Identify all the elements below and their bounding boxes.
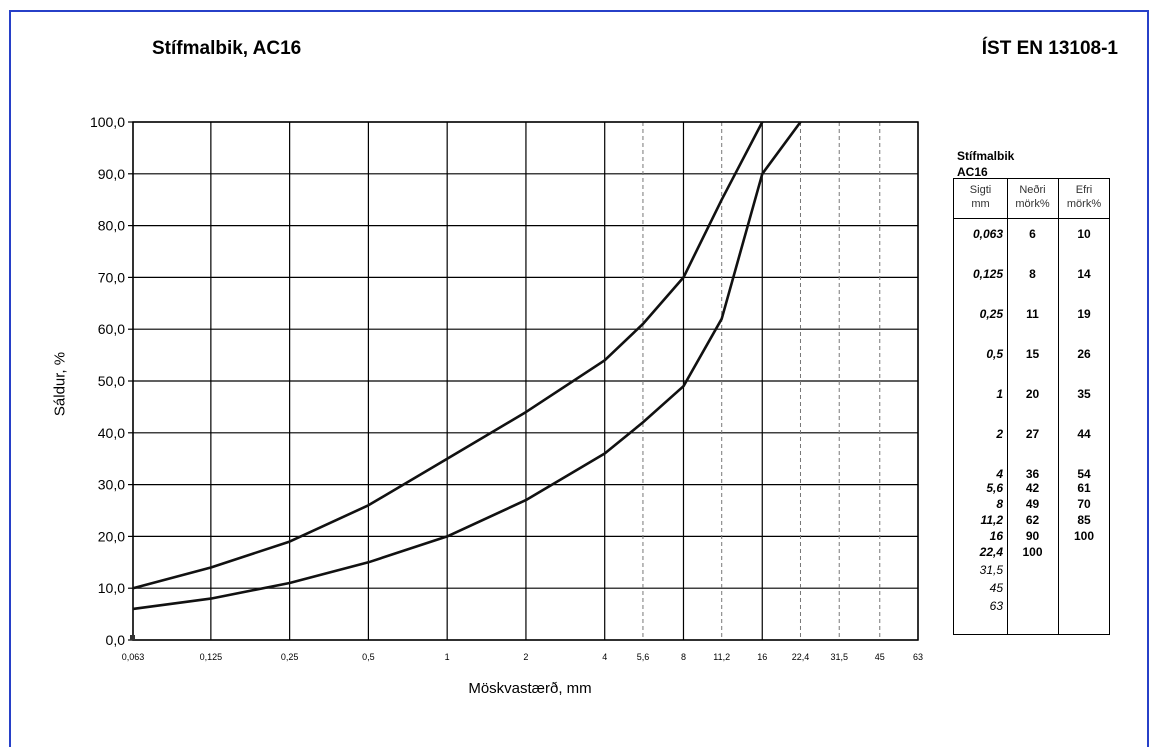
upper-header-line2: mörk%: [1066, 198, 1102, 210]
lower-limit-cell: 15: [1025, 347, 1040, 361]
y-tick-label: 0,0: [106, 632, 126, 648]
y-tick-label: 60,0: [98, 321, 125, 337]
upper-limit-line: [132, 121, 764, 590]
y-tick-label: 50,0: [98, 373, 125, 389]
sieve-size-cell: 0,125: [972, 267, 1003, 281]
upper-limit-cell: 70: [1077, 497, 1091, 511]
lower-limit-cell: 62: [1025, 513, 1040, 527]
y-tick-label: 30,0: [98, 477, 125, 493]
upper-limit-cell: 19: [1077, 307, 1091, 321]
x-tick-label: 0,25: [281, 652, 299, 662]
x-tick-label: 1: [445, 652, 450, 662]
lower-limit-line: [132, 121, 802, 611]
sieve-size-cell: 4: [996, 467, 1003, 481]
lower-limit-cell: 8: [1029, 267, 1036, 281]
lower-limit-cell: 6: [1029, 227, 1036, 241]
lower-header-line2: mörk%: [1015, 198, 1050, 210]
upper-header-line1: Efri: [1075, 184, 1093, 196]
sieve-size-cell: 0,5: [986, 347, 1003, 361]
origin-marker: [130, 635, 135, 640]
sieve-size-cell: 45: [989, 581, 1003, 595]
y-tick-label: 40,0: [98, 425, 125, 441]
y-tick-label: 10,0: [98, 580, 125, 596]
lower-limit-cell: 20: [1025, 387, 1040, 401]
sieve-column: Sigti mm 0,063 0,125 0,25 0,5 1 2 4 5,6 8 11,2 16 2…: [954, 179, 1008, 634]
y-tick-label: 20,0: [98, 528, 125, 544]
x-tick-label: 45: [875, 652, 885, 662]
y-tick-label: 80,0: [98, 218, 125, 234]
upper-limit-cell: 54: [1077, 467, 1091, 481]
table-title-line1: Stífmalbik: [957, 149, 1015, 163]
sieve-size-cell: 11,2: [980, 513, 1003, 527]
x-tick-label: 5,6: [637, 652, 650, 662]
x-tick-label: 31,5: [830, 652, 848, 662]
y-tick-label: 100,0: [90, 114, 125, 130]
sieve-limits-table: Sigti mm 0,063 0,125 0,25 0,5 1 2 4 5,6 8 11,2 16 2…: [953, 178, 1110, 635]
upper-limit-cell: 61: [1077, 481, 1091, 495]
sieve-size-cell: 16: [989, 529, 1003, 543]
upper-limit-cell: 85: [1077, 513, 1091, 527]
x-tick-label: 8: [681, 652, 686, 662]
upper-limit-cell: 44: [1077, 427, 1091, 441]
lower-limit-cell: 36: [1025, 467, 1040, 481]
sieve-size-cell: 1: [996, 387, 1003, 401]
lower-limit-cell: 42: [1025, 481, 1040, 495]
upper-limit-cell: 26: [1077, 347, 1091, 361]
x-axis-label: Möskvastærð, mm: [468, 680, 592, 697]
x-tick-label: 22,4: [792, 652, 810, 662]
sieve-size-cell: 63: [989, 599, 1003, 613]
lower-limit-cell: 27: [1025, 427, 1040, 441]
upper-limit-cell: 14: [1077, 267, 1091, 281]
chart-title: Stífmalbik, AC16: [152, 38, 302, 59]
page-frame: [9, 10, 1149, 747]
sieve-size-cell: 0,25: [979, 307, 1003, 321]
sieve-header: Sigti mm: [954, 179, 1007, 219]
lower-limit-column: Neðri mörk% 6 8 11 15 20 27 36 42 49 62 90 100: [1007, 179, 1059, 634]
lower-header: Neðri mörk%: [1007, 179, 1058, 219]
x-tick-label: 0,125: [200, 652, 223, 662]
sieve-header-line2: mm: [971, 198, 990, 210]
sieve-size-cell: 5,6: [986, 481, 1003, 495]
lower-header-line1: Neðri: [1019, 184, 1046, 196]
lower-limit-cell: 90: [1025, 529, 1040, 543]
sieve-size-cell: 8: [996, 497, 1003, 511]
sieve-header-line1: Sigti: [969, 184, 992, 196]
table-title: Stífmalbik AC16: [957, 148, 1014, 180]
upper-limit-column: Efri mörk% 10 14 19 26 35 44 54 61 70 85 100: [1058, 179, 1110, 634]
sieve-size-cell: 31,5: [979, 563, 1003, 577]
x-tick-label: 11,2: [713, 652, 730, 662]
x-tick-label: 0,063: [122, 652, 145, 662]
y-tick-label: 90,0: [98, 166, 125, 182]
upper-limit-cell: 35: [1077, 387, 1091, 401]
upper-limit-cell: 100: [1073, 529, 1095, 543]
x-tick-label: 2: [523, 652, 528, 662]
x-tick-label: 4: [602, 652, 607, 662]
lower-limit-cell: 49: [1025, 497, 1040, 511]
x-tick-label: 0,5: [362, 652, 375, 662]
plot-area-border: [132, 121, 919, 641]
x-tick-label: 63: [913, 652, 923, 662]
sieve-size-cell: 22,4: [979, 545, 1003, 559]
table-title-line2: AC16: [957, 165, 988, 179]
upper-header: Efri mörk%: [1058, 179, 1110, 219]
sieve-size-cell: 2: [996, 427, 1003, 441]
x-tick-label: 16: [757, 652, 767, 662]
standard-label: ÍST EN 13108-1: [981, 38, 1118, 59]
y-tick-label: 70,0: [98, 269, 125, 285]
lower-limit-cell: 11: [1026, 307, 1039, 321]
lower-limit-cell: 100: [1022, 545, 1043, 559]
upper-limit-cell: 10: [1077, 227, 1091, 241]
sieve-size-cell: 0,063: [972, 227, 1003, 241]
